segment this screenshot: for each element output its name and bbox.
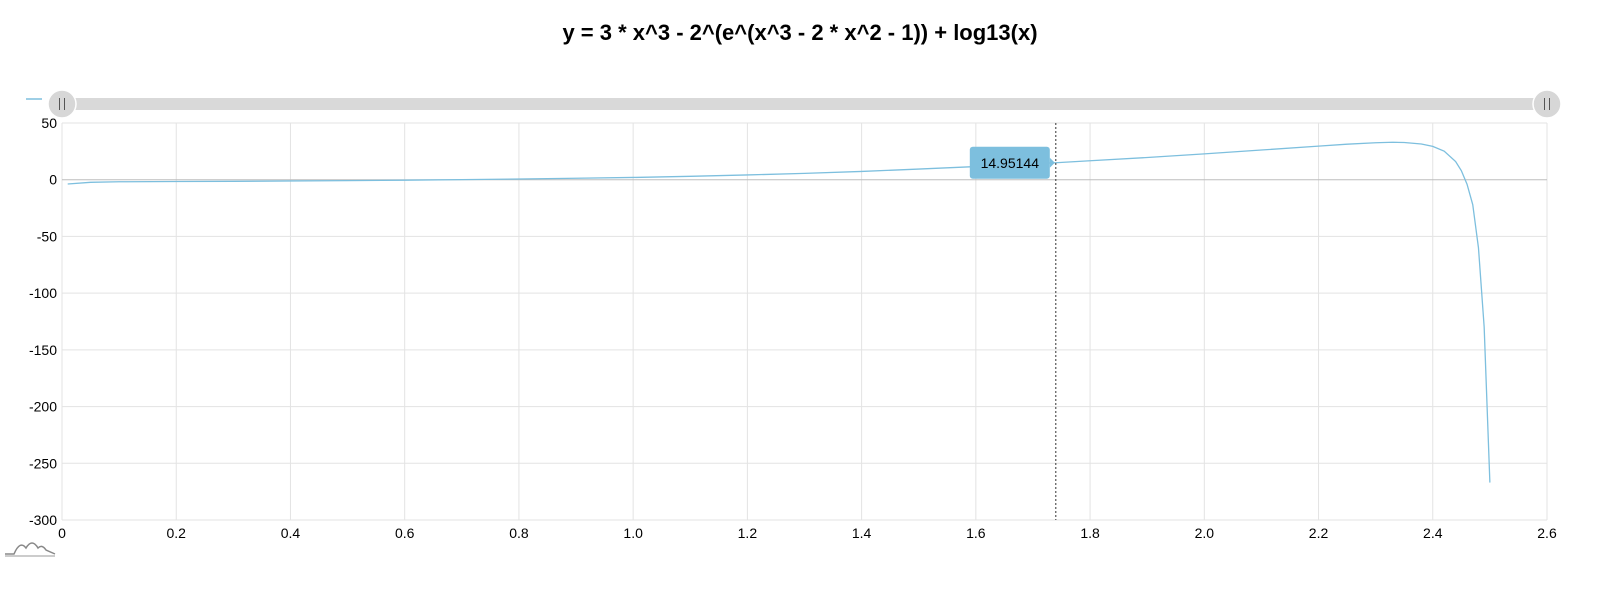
x-tick-label: 0.8 <box>509 525 529 541</box>
x-tick-label: 0 <box>58 525 66 541</box>
x-tick-label: 0.6 <box>395 525 415 541</box>
x-tick-label: 2.6 <box>1537 525 1557 541</box>
tooltip-value: 14.95144 <box>981 155 1040 171</box>
tooltip-box <box>969 146 1050 179</box>
x-tick-label: 1.2 <box>738 525 758 541</box>
series-line <box>67 141 1491 483</box>
tooltip-pointer <box>1049 157 1055 168</box>
x-tick-label: 1.6 <box>966 525 986 541</box>
y-tick-label: 50 <box>41 115 57 131</box>
chart-title: y = 3 * x^3 - 2^(e^(x^3 - 2 * x^2 - 1)) … <box>562 20 1038 45</box>
axes: 0 0.2 0.4 0.6 0.8 1.0 1.2 1.4 1.6 1.8 2.0 2.2 2.4 2.6… <box>29 115 1557 541</box>
series-layer <box>67 141 1491 483</box>
x-tick-label: 0.2 <box>166 525 186 541</box>
x-tick-label: 1.4 <box>852 525 872 541</box>
y-tick-label: -100 <box>29 285 57 301</box>
grid-lines <box>61 122 1548 521</box>
chart-logo-icon <box>5 542 56 557</box>
x-tick-label: 0.4 <box>281 525 301 541</box>
x-tick-label: 2.4 <box>1423 525 1443 541</box>
x-tick-label: 1.8 <box>1080 525 1100 541</box>
y-tick-label: -50 <box>37 228 57 244</box>
x-tick-label: 2.2 <box>1309 525 1329 541</box>
scrollbar-right-grip[interactable] <box>1532 89 1562 119</box>
y-tick-label: -150 <box>29 342 57 358</box>
y-tick-label: -250 <box>29 455 57 471</box>
y-tick-label: 0 <box>49 172 57 188</box>
scrollbar-track[interactable] <box>62 98 1547 110</box>
x-tick-label: 1.0 <box>623 525 643 541</box>
y-tick-label: -300 <box>29 512 57 528</box>
scrollbar[interactable] <box>26 89 1562 119</box>
y-tick-label: -200 <box>29 399 57 415</box>
x-tick-label: 2.0 <box>1195 525 1215 541</box>
cursor-layer: 14.95144 <box>969 123 1057 520</box>
scrollbar-left-grip[interactable] <box>47 89 77 119</box>
